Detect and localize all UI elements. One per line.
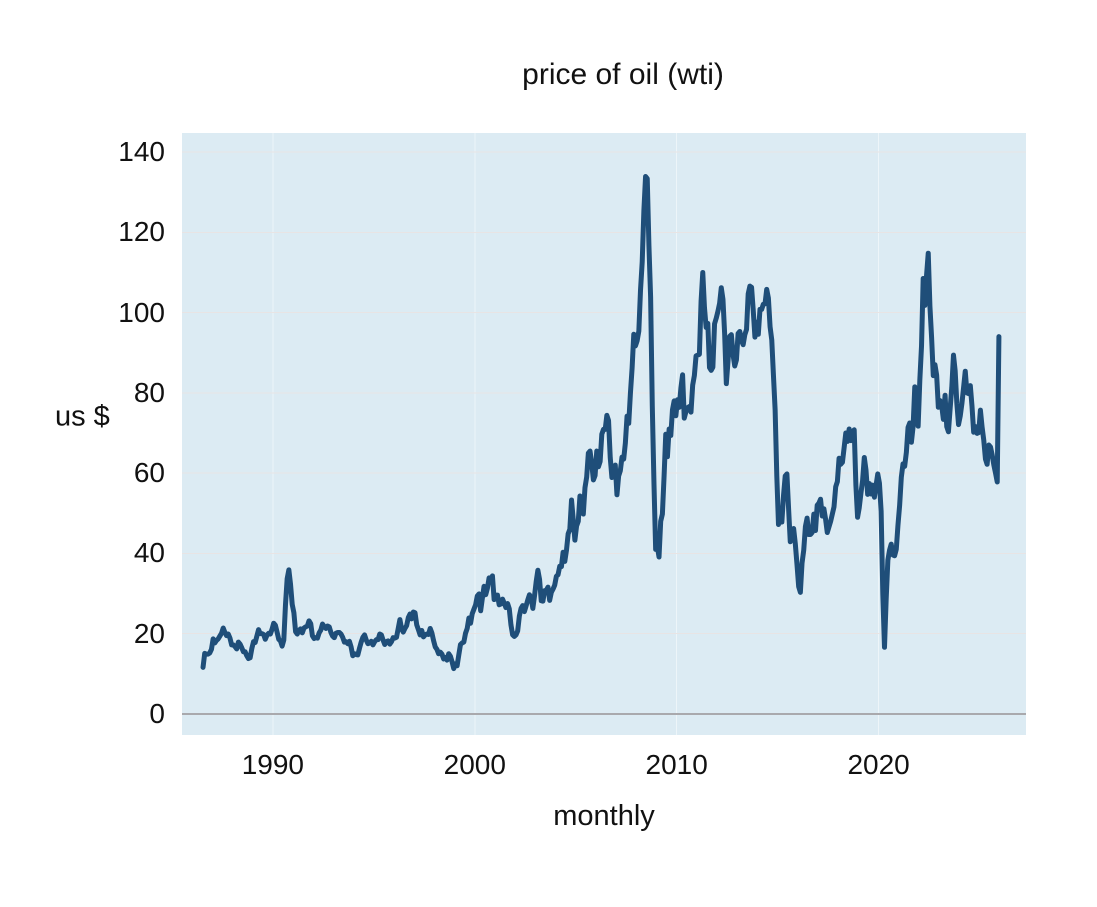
x-axis-title: monthly xyxy=(553,800,655,832)
price-line xyxy=(200,174,1002,672)
x-tick-label: 2020 xyxy=(847,749,910,780)
x-tick-label: 2000 xyxy=(443,749,506,780)
y-tick-label: 80 xyxy=(133,376,165,408)
y-tick-label: 140 xyxy=(118,136,165,168)
y-tick-label: 20 xyxy=(133,617,165,649)
y-tick-label: 120 xyxy=(118,216,165,248)
y-tick-label: 100 xyxy=(118,296,165,328)
y-tick-label: 0 xyxy=(149,697,165,729)
y-tick-label: 40 xyxy=(133,537,165,569)
y-tick-label: 60 xyxy=(133,457,165,489)
plot-area xyxy=(182,133,1026,735)
y-axis-title: us $ xyxy=(55,400,110,433)
chart-title: price of oil (wti) xyxy=(522,58,724,91)
x-tick-label: 2010 xyxy=(645,749,708,780)
x-tick-label: 1990 xyxy=(241,749,305,780)
line-chart-canvas xyxy=(182,133,1026,735)
